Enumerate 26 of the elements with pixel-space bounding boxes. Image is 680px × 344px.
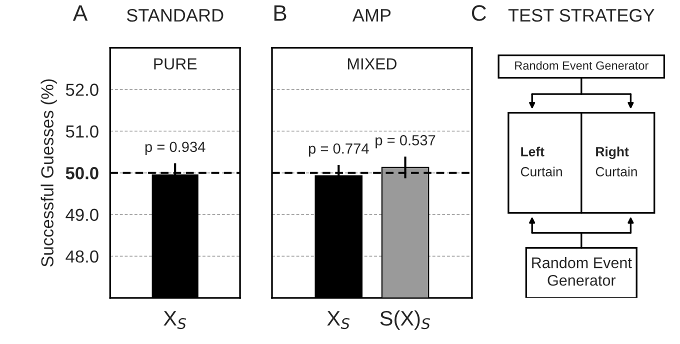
annotation: p = 0.934: [145, 142, 206, 155]
annotation: MIXED: [348, 58, 396, 70]
chart-title: AMP: [352, 9, 391, 22]
text: B: [274, 5, 286, 21]
text: Curtain: [596, 166, 637, 176]
annotation: PURE: [154, 58, 197, 70]
y-tick-label: 48.0: [66, 250, 98, 263]
text: Random Event Generator: [532, 256, 632, 286]
x-tick-label: X$_{S}$: [164, 311, 186, 330]
text: Right: [596, 146, 629, 160]
x-tick-label: X$_{S}$: [327, 311, 350, 330]
y-tick-label: 52.0: [66, 84, 98, 96]
y-tick-label: 51.0: [66, 125, 98, 138]
annotation: p = 0.774: [308, 143, 369, 157]
text: Left: [521, 146, 544, 156]
text: TEST STRATEGY: [508, 8, 654, 22]
y-tick-label: 50.0: [66, 167, 98, 180]
text: Random Event Generator: [515, 61, 648, 70]
text: C: [472, 5, 486, 21]
chart-title: STANDARD: [126, 8, 224, 22]
x-tick-label: S(X)$_{S}$: [380, 310, 430, 330]
text: A: [72, 5, 88, 21]
text: Curtain: [520, 166, 562, 176]
annotation: p = 0.537: [376, 135, 436, 148]
y-tick-label: 49.0: [66, 208, 98, 222]
y-axis-title: Successful Guesses (%): [40, 79, 57, 267]
